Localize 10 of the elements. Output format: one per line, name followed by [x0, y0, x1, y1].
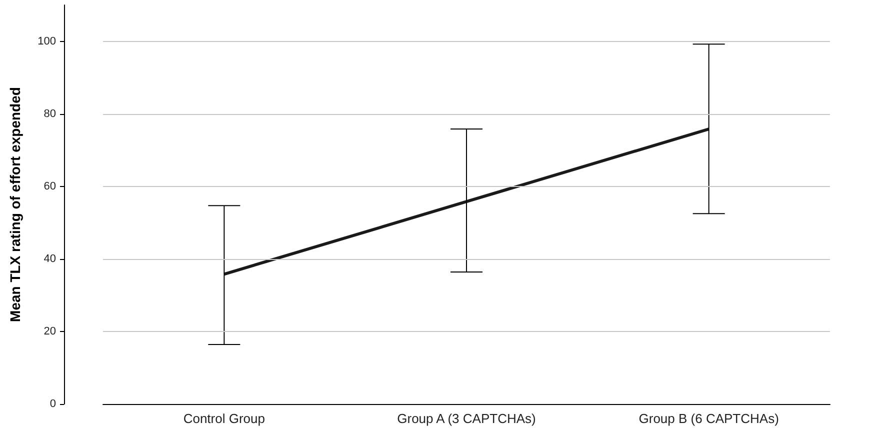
y-tick-label: 40: [44, 252, 56, 265]
y-tick-label: 0: [50, 398, 56, 410]
x-tick-label: Control Group: [183, 411, 265, 426]
x-tick-label: Group A (3 CAPTCHAs): [397, 411, 536, 426]
y-tick-label: 80: [44, 108, 56, 120]
y-axis-title: Mean TLX rating of effort expended: [7, 87, 23, 322]
x-tick-label: Group B (6 CAPTCHAs): [638, 411, 779, 426]
y-tick-label: 100: [38, 35, 56, 48]
y-tick-label: 20: [44, 325, 56, 338]
y-tick-label: 60: [44, 180, 56, 192]
